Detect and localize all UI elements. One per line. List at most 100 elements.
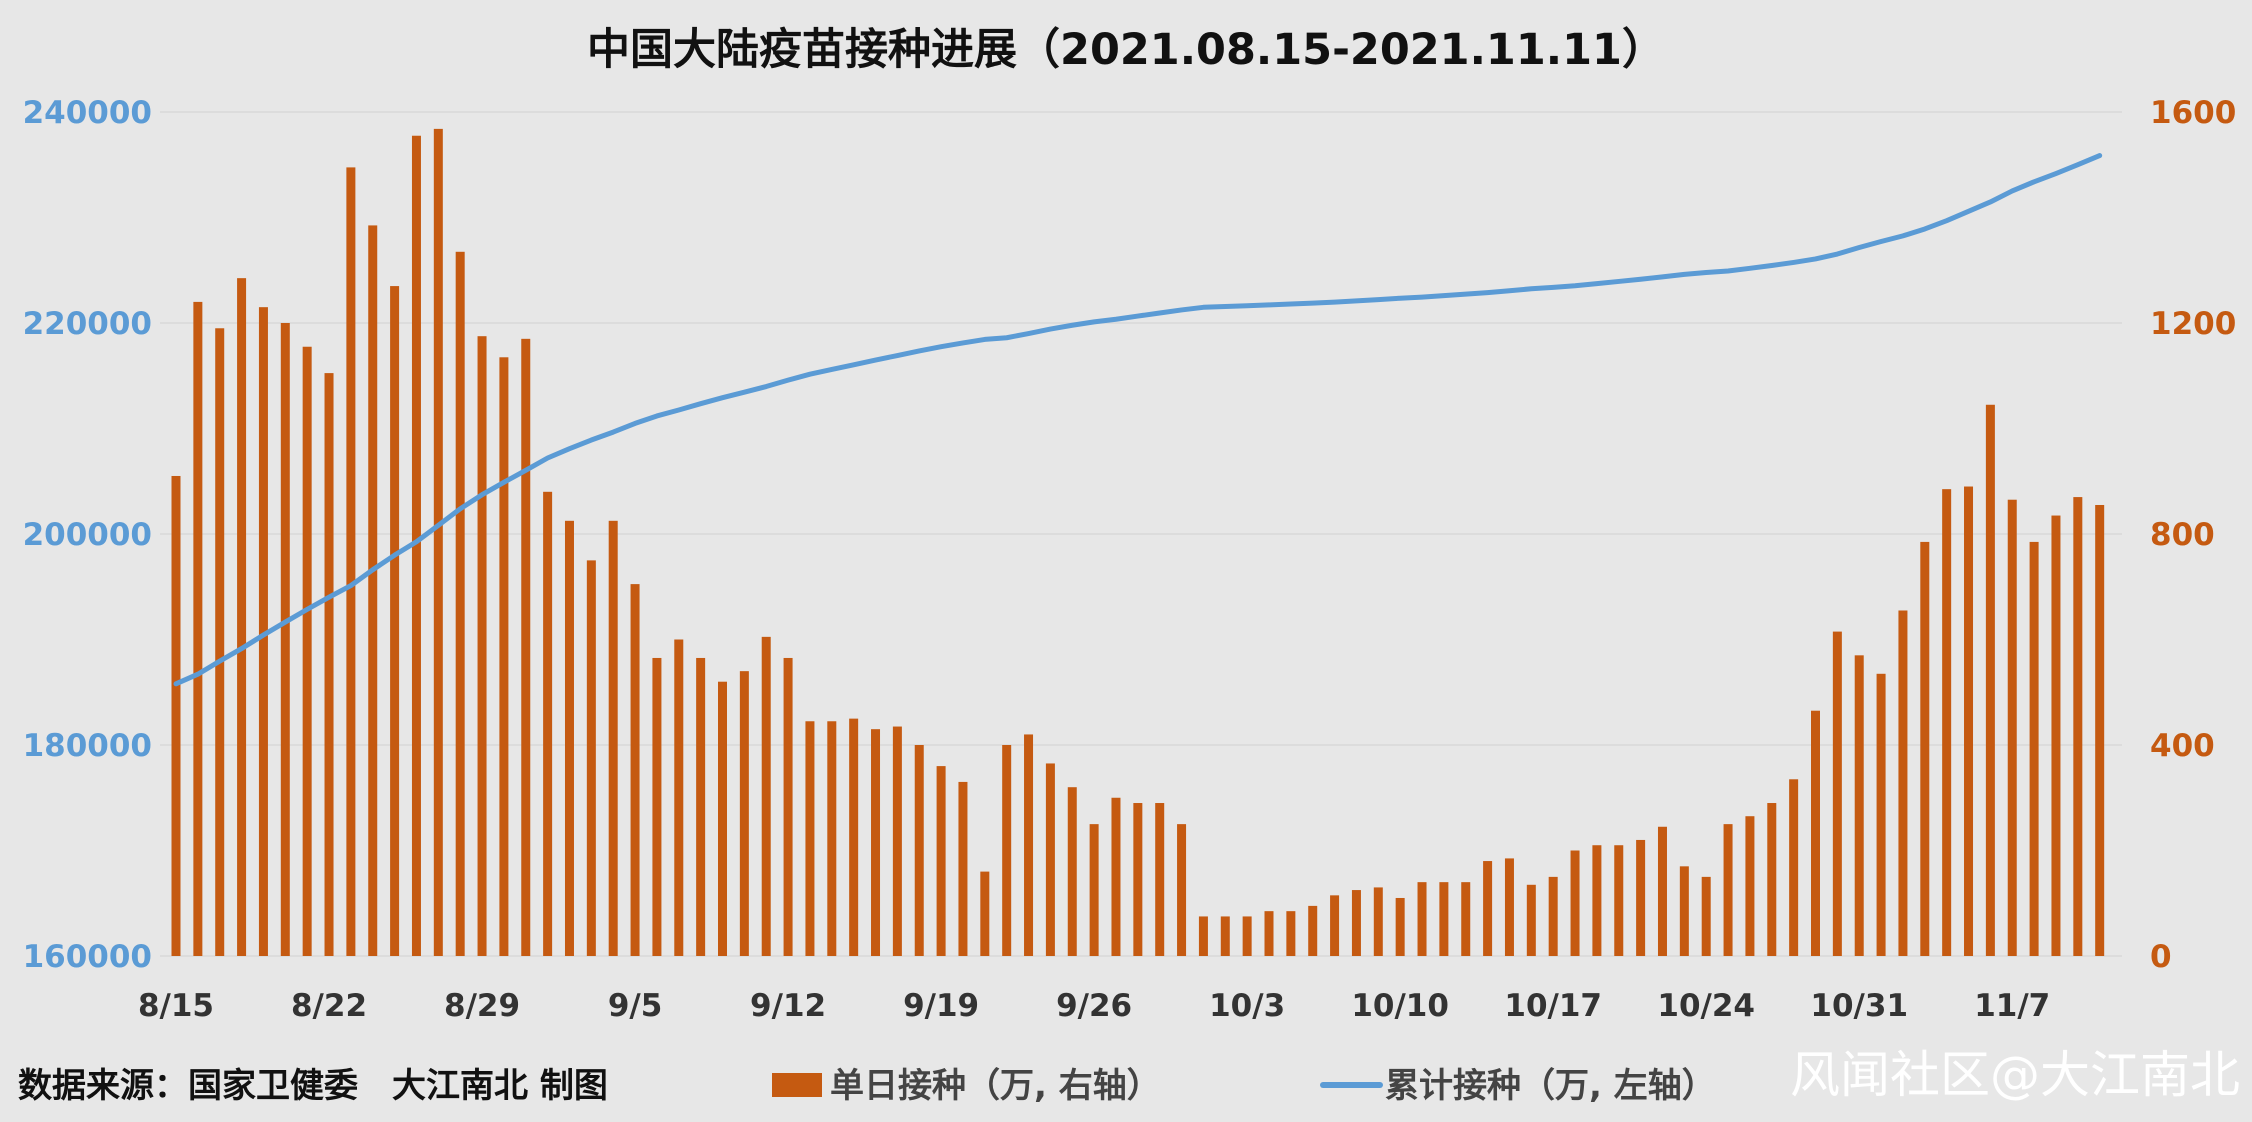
x-tick-3: 9/5 [608,988,662,1024]
daily-bars [171,128,2105,957]
bar-46 [1177,824,1187,957]
bar-27 [761,636,771,956]
bar-5 [280,323,290,956]
bar-83 [1985,404,1995,956]
bar-16 [521,338,531,957]
bar-61 [1504,858,1514,956]
bar-59 [1461,882,1471,956]
bar-31 [849,718,859,957]
bar-54 [1351,890,1361,956]
bar-50 [1264,911,1274,956]
bar-75 [1811,710,1820,956]
right-axis-tick-3: 1200 [2150,306,2236,342]
bar-58 [1439,882,1449,956]
bar-17 [543,491,553,956]
bar-3 [237,278,247,956]
bar-81 [1942,489,1952,956]
bar-19 [586,560,596,957]
bar-2 [215,328,225,956]
bar-69 [1679,866,1689,956]
bar-36 [958,781,968,956]
bar-85 [2029,541,2039,956]
bar-32 [871,729,881,956]
legend: 单日接种（万, 右轴） 累计接种（万, 左轴） [772,1066,1716,1106]
left-axis-ticks: 160000 180000 200000 220000 240000 [23,95,152,975]
bar-60 [1483,861,1493,956]
bar-20 [608,520,618,956]
bar-30 [827,721,837,956]
cumulative-line [173,153,2103,687]
x-tick-5: 9/19 [903,988,979,1024]
bar-78 [1876,673,1886,956]
bar-63 [1548,876,1558,957]
bar-23 [674,639,684,956]
bar-48 [1220,916,1230,956]
bar-11 [411,135,421,957]
x-tick-12: 11/7 [1974,988,2050,1024]
left-axis-tick-4: 240000 [23,95,152,131]
bar-13 [455,251,465,957]
bar-77 [1854,655,1864,956]
right-axis-tick-1: 400 [2150,728,2215,764]
bar-22 [652,657,662,956]
bar-43 [1111,797,1121,956]
right-axis-ticks: 0 400 800 1200 1600 [2150,95,2236,975]
bar-25 [718,681,727,956]
bar-38 [1002,745,1012,956]
x-tick-6: 9/26 [1056,988,1132,1024]
right-axis-tick-0: 0 [2150,939,2172,975]
bar-79 [1898,610,1908,956]
bar-34 [914,745,924,956]
bar-65 [1592,845,1602,956]
bar-70 [1701,876,1711,957]
bar-14 [477,336,487,956]
x-tick-2: 8/29 [444,988,520,1024]
bar-88 [2095,504,2105,956]
bar-6 [302,346,312,956]
chart-title: 中国大陆疫苗接种进展（2021.08.15-2021.11.11） [587,25,1665,75]
bar-86 [2051,515,2061,956]
left-axis-tick-2: 200000 [23,517,152,553]
legend-line-label: 累计接种（万, 左轴） [1385,1066,1716,1106]
x-tick-7: 10/3 [1209,988,1285,1024]
bar-39 [1024,734,1034,956]
bar-21 [630,584,640,956]
bar-66 [1614,845,1624,956]
bar-7 [324,373,334,956]
bar-73 [1767,803,1777,956]
bar-64 [1570,850,1580,956]
bar-52 [1308,905,1318,956]
bar-71 [1723,824,1733,957]
x-tick-11: 10/31 [1810,988,1908,1024]
x-tick-4: 9/12 [750,988,826,1024]
bar-45 [1155,803,1165,956]
cumulative-line-group [173,153,2103,687]
x-tick-9: 10/17 [1504,988,1602,1024]
bar-53 [1330,895,1340,956]
bar-37 [980,871,990,956]
bar-47 [1198,916,1208,956]
left-axis-tick-1: 180000 [23,728,152,764]
x-axis-ticks: 8/15 8/22 8/29 9/5 9/12 9/19 9/26 10/3 10/10 10/1… [138,988,2050,1024]
bar-4 [258,307,268,956]
bar-12 [433,128,443,956]
data-source-note: 数据来源：国家卫健委 大江南北 制图 [18,1066,608,1106]
bar-33 [892,726,902,956]
bar-10 [390,286,400,957]
bar-51 [1286,911,1296,956]
bar-82 [1964,486,1974,956]
bar-55 [1373,887,1383,956]
bar-41 [1067,787,1077,956]
x-tick-8: 10/10 [1351,988,1449,1024]
right-axis-tick-4: 1600 [2150,95,2236,131]
right-axis-tick-2: 800 [2150,517,2215,553]
bar-0 [171,475,181,956]
bar-57 [1417,882,1427,956]
legend-bar-swatch [772,1073,822,1097]
bar-68 [1657,826,1667,956]
bar-87 [2073,497,2083,956]
bar-80 [1920,541,1930,956]
bar-40 [1045,763,1055,956]
